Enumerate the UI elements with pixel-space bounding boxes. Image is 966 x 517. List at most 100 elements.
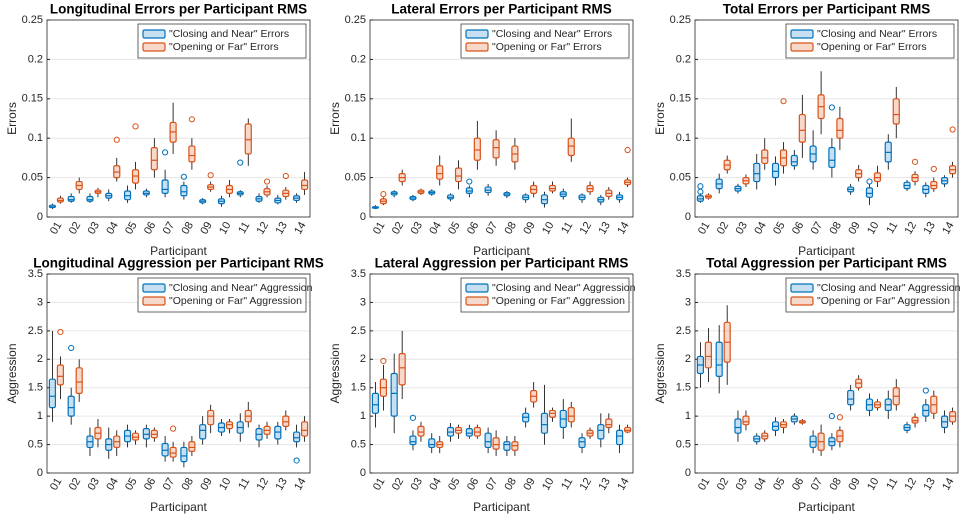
box (390, 372, 398, 417)
outlier (836, 414, 843, 421)
y-axis-label: Errors (5, 102, 19, 135)
x-tick-label: 02 (390, 220, 407, 237)
box (567, 137, 575, 157)
box (67, 195, 75, 202)
legend-swatch (142, 29, 166, 39)
legend-swatch (790, 29, 814, 39)
axes-frame (369, 19, 634, 218)
y-tick-label: 0.05 (345, 172, 366, 184)
x-tick-label: 02 (715, 476, 732, 493)
x-tick-label: 10 (540, 476, 557, 493)
legend-swatch (142, 283, 166, 293)
y-tick-label: 1.5 (351, 382, 366, 394)
legend-label: "Opening or Far" Aggression (817, 295, 950, 307)
y-tick-label: 2.5 (28, 325, 43, 337)
legend-label: "Opening or Far" Errors (492, 41, 602, 53)
y-tick-label: 0.2 (28, 53, 43, 65)
x-tick-label: 01 (48, 476, 65, 493)
box (454, 167, 463, 183)
y-tick-label: 0.1 (676, 132, 691, 144)
x-tick-label: 02 (390, 476, 407, 493)
x-tick-label: 09 (198, 476, 215, 493)
x-tick-label: 09 (846, 476, 863, 493)
legend-swatch (465, 283, 489, 293)
x-tick-label: 02 (67, 476, 84, 493)
box (244, 123, 252, 155)
legend-box (785, 23, 955, 59)
x-tick-label: 12 (578, 220, 595, 237)
outlier (162, 149, 169, 156)
y-tick-label: 3 (360, 296, 366, 308)
x-axis-label: Participant (473, 500, 530, 514)
legend-swatch (142, 42, 166, 52)
x-tick-label: 07 (809, 476, 826, 493)
box (865, 187, 874, 198)
x-tick-label: 14 (615, 220, 632, 237)
y-tick-label: 0 (360, 211, 366, 223)
x-tick-label: 13 (921, 220, 938, 237)
outlier (380, 191, 387, 198)
legend-label: "Opening or Far" Aggression (169, 295, 302, 307)
x-tick-label: 06 (465, 220, 482, 237)
chart-title: Lateral Aggression per Participant RMS (375, 256, 629, 271)
box (734, 418, 742, 434)
y-tick-label: 3.5 (351, 268, 366, 280)
outlier (409, 414, 417, 421)
x-tick-label: 04 (104, 476, 121, 493)
x-tick-label: 05 (123, 220, 140, 237)
y-tick-label: 3 (685, 296, 691, 308)
x-tick-label: 09 (521, 476, 538, 493)
box (761, 149, 769, 165)
x-tick-label: 13 (921, 476, 938, 493)
x-tick-label: 04 (752, 476, 769, 493)
chart-title: Longitudinal Aggression per Participant … (33, 256, 324, 271)
x-tick-label: 02 (67, 220, 84, 237)
x-tick-label: 10 (217, 220, 234, 237)
y-axis-label: Errors (653, 102, 667, 135)
legend-label: "Closing and Near" Aggression (817, 282, 961, 294)
x-tick-label: 01 (371, 220, 388, 237)
x-axis-label: Participant (473, 244, 530, 258)
box (484, 432, 492, 449)
outlier (930, 165, 937, 173)
x-tick-label: 01 (48, 220, 65, 237)
x-tick-label: 03 (409, 476, 426, 493)
box (465, 428, 473, 437)
x-tick-label: 08 (179, 476, 196, 493)
legend-label: "Opening or Far" Errors (817, 41, 927, 53)
box (715, 341, 723, 377)
box (180, 446, 188, 463)
box (798, 113, 806, 143)
box (409, 435, 417, 446)
x-tick-label: 04 (427, 476, 444, 493)
x-axis-label: Participant (150, 500, 207, 514)
legend-label: "Closing and Near" Errors (817, 28, 937, 40)
box (188, 145, 196, 163)
x-tick-label: 06 (142, 476, 159, 493)
y-tick-label: 0.5 (351, 438, 366, 450)
x-tick-label: 13 (596, 476, 613, 493)
x-tick-label: 08 (502, 220, 519, 237)
outlier (466, 178, 473, 185)
y-tick-label: 0 (685, 467, 691, 479)
y-tick-label: 0.5 (676, 438, 691, 450)
y-tick-label: 1.5 (28, 382, 43, 394)
x-tick-label: 06 (790, 220, 807, 237)
x-tick-label: 07 (809, 220, 826, 237)
outlier (828, 104, 835, 111)
y-tick-label: 1 (37, 410, 43, 422)
x-tick-label: 07 (161, 220, 178, 237)
outlier (132, 123, 139, 130)
box (771, 162, 780, 179)
box (56, 364, 64, 386)
x-tick-label: 03 (409, 220, 426, 237)
box (892, 98, 900, 125)
box (417, 425, 425, 437)
outlier (780, 98, 787, 105)
x-axis-label: Participant (798, 500, 855, 514)
box (540, 412, 549, 434)
box (836, 117, 844, 139)
x-tick-label: 10 (865, 220, 882, 237)
x-tick-label: 08 (827, 220, 844, 237)
